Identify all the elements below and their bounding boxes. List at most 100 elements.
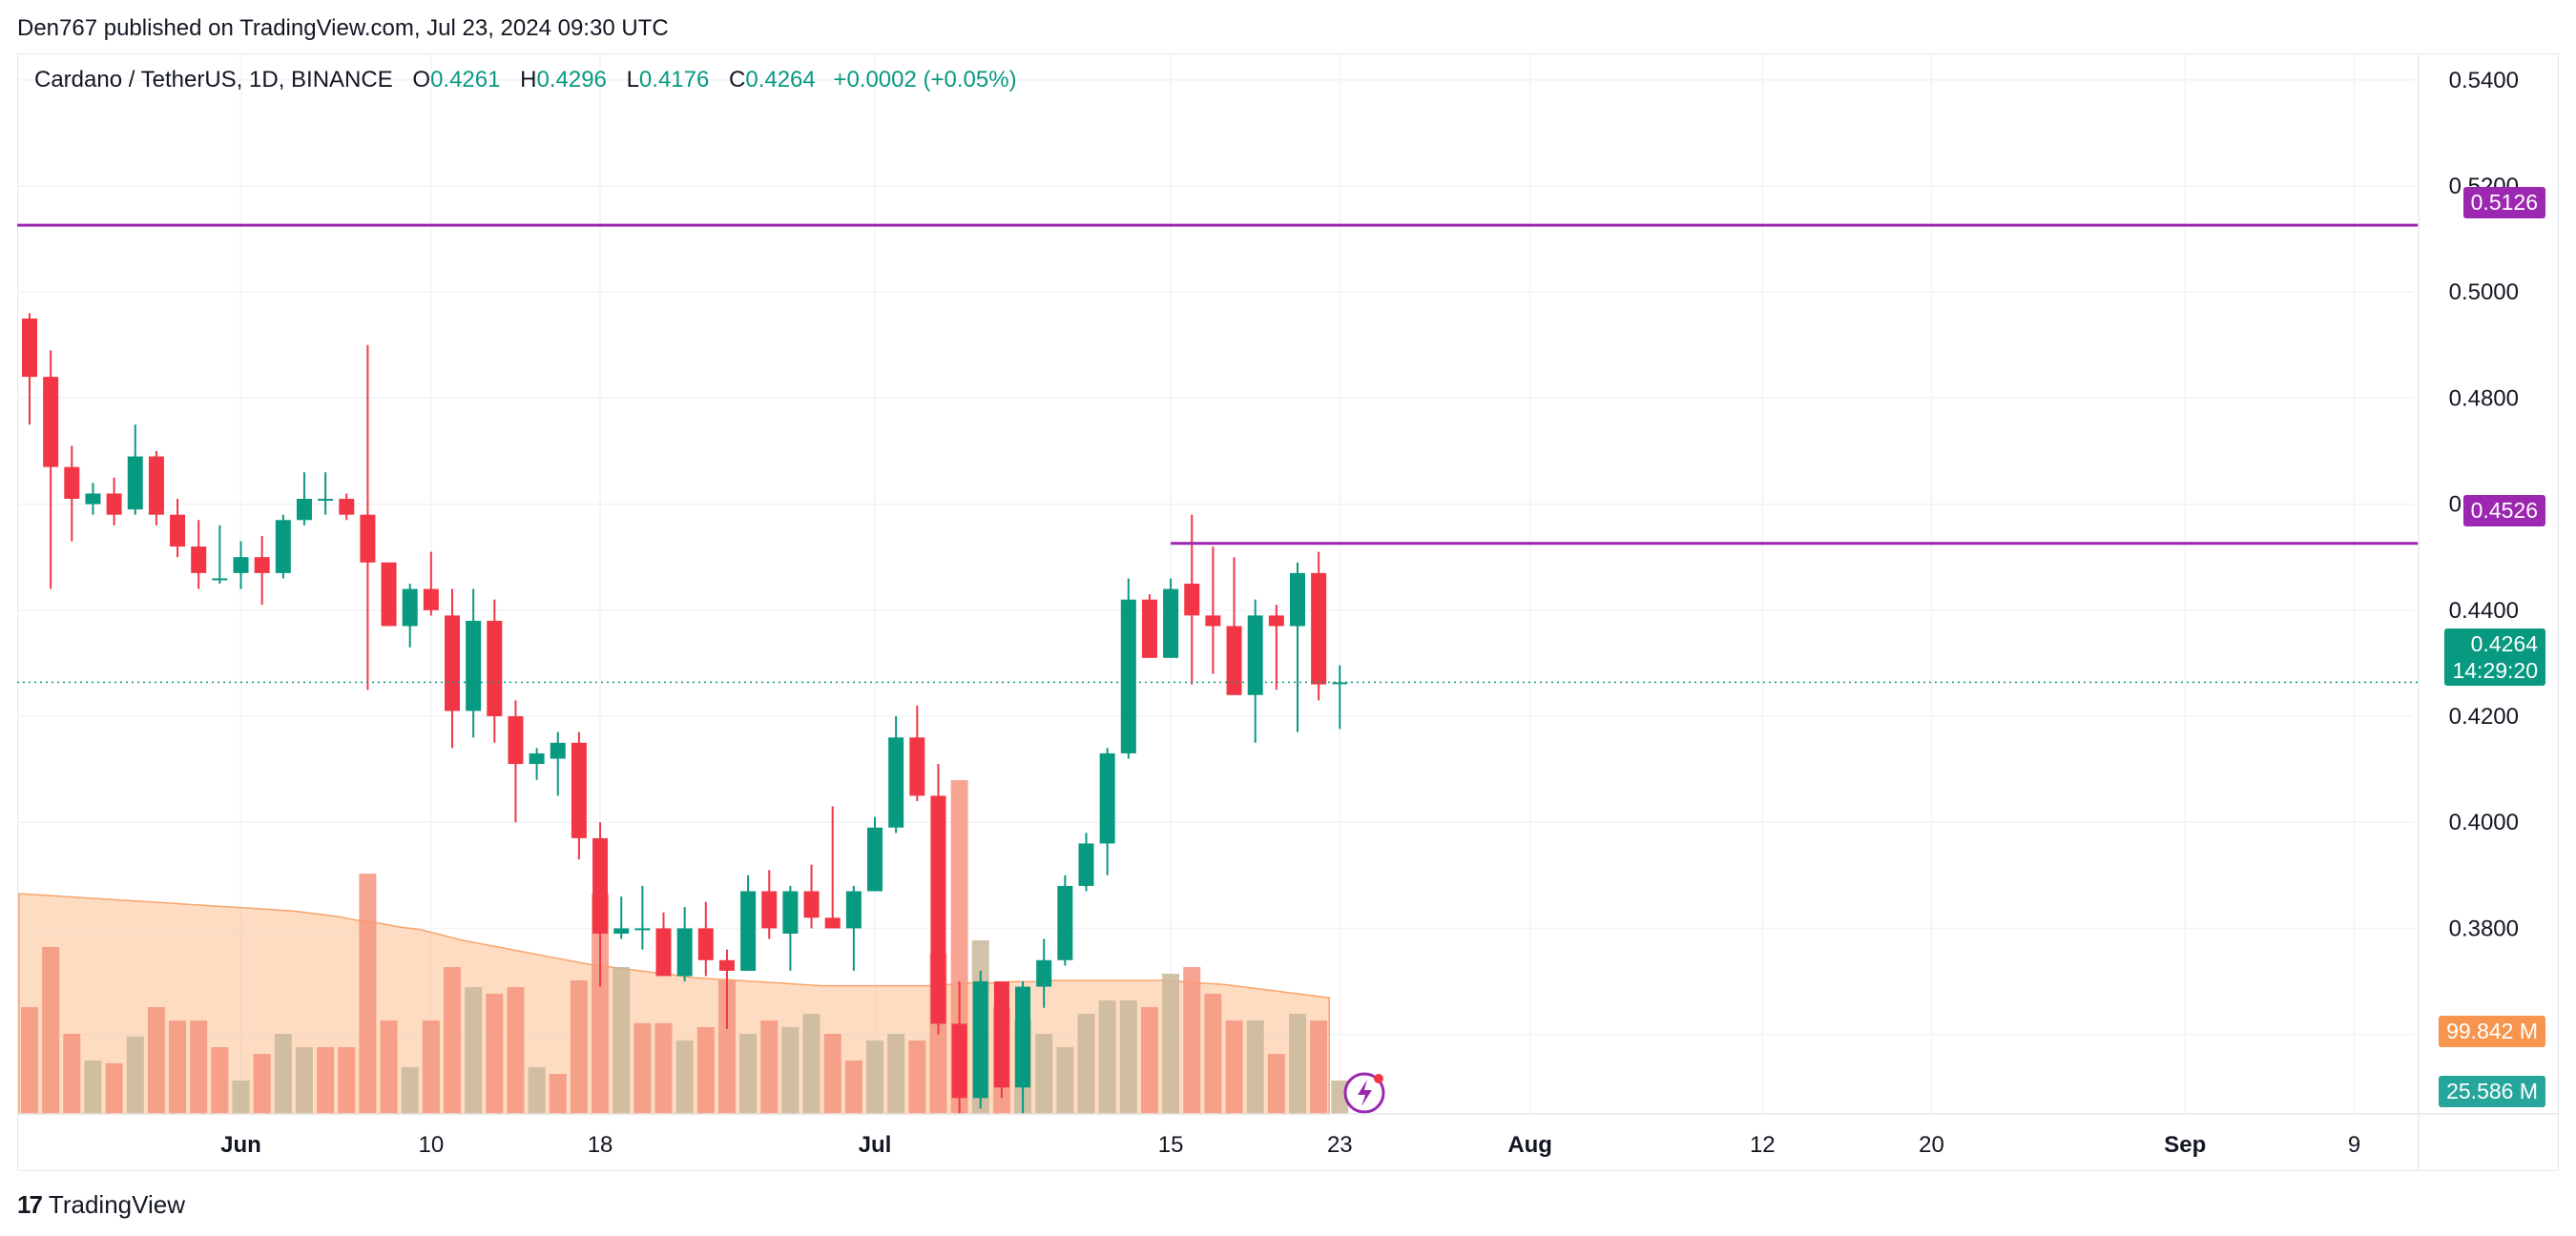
publisher-header: Den767 published on TradingView.com, Jul… xyxy=(17,15,669,41)
candle-body xyxy=(254,557,270,573)
volume-bar xyxy=(613,967,631,1114)
low-value: 0.4176 xyxy=(638,67,710,93)
y-tick-label: 0.5400 xyxy=(2449,68,2519,93)
candle xyxy=(43,350,59,589)
candle xyxy=(1268,605,1284,690)
candle xyxy=(529,748,545,780)
candle xyxy=(1036,938,1052,1008)
notification-dot xyxy=(1374,1074,1383,1083)
candle xyxy=(718,949,735,1030)
volume-bar xyxy=(84,1061,102,1114)
volume-bar xyxy=(1056,1047,1074,1114)
volume-bar xyxy=(1140,1007,1158,1114)
footer-brand[interactable]: 17 TradingView xyxy=(17,1190,185,1220)
candle xyxy=(64,445,80,542)
candle-body xyxy=(148,456,164,515)
candle-body xyxy=(550,742,566,759)
candle-body xyxy=(445,615,460,711)
grid xyxy=(17,53,2414,1114)
volume-bar xyxy=(486,994,504,1114)
brand-name: TradingView xyxy=(48,1190,185,1219)
candle-body xyxy=(22,319,37,378)
candle-body xyxy=(845,891,862,929)
volume-bar xyxy=(1225,1020,1243,1114)
volume-bar xyxy=(169,1020,187,1114)
candle-body xyxy=(1141,599,1157,658)
volume-bar xyxy=(592,894,610,1114)
x-tick-label: Sep xyxy=(2164,1132,2206,1158)
candle xyxy=(930,764,946,1035)
candle xyxy=(1311,551,1327,701)
candle-body xyxy=(1332,682,1348,685)
candle-body xyxy=(296,499,312,521)
x-tick-label: 18 xyxy=(588,1132,613,1158)
symbol-label[interactable]: Cardano / TetherUS, 1D, BINANCE xyxy=(34,67,393,93)
volume-bar xyxy=(1289,1014,1306,1114)
volume-bar xyxy=(696,1027,715,1114)
candle-body xyxy=(423,588,439,610)
volume-bar xyxy=(549,1074,567,1114)
candle-body xyxy=(740,891,757,971)
y-tick-label: 0.3800 xyxy=(2449,916,2519,941)
candle xyxy=(127,424,143,515)
candle-body xyxy=(972,981,988,1099)
candle xyxy=(508,700,524,823)
lightning-icon-bolt xyxy=(1358,1080,1372,1106)
volume-bar xyxy=(295,1047,313,1114)
candle-body xyxy=(930,795,946,1024)
candle-body xyxy=(1078,843,1094,886)
last-price-value: 0.4264 xyxy=(2470,631,2538,656)
candle xyxy=(170,499,186,558)
candle-body xyxy=(1290,572,1305,627)
candle xyxy=(888,716,904,834)
candle-body xyxy=(85,493,101,505)
candle-body xyxy=(888,737,904,828)
candle-body xyxy=(64,466,80,500)
candle xyxy=(867,816,883,892)
volume-bar xyxy=(528,1067,546,1114)
volume-bar xyxy=(1098,1000,1116,1114)
candle xyxy=(803,864,820,929)
levels-layer xyxy=(17,223,2419,1114)
y-tick-label: 0.4200 xyxy=(2449,704,2519,730)
volume-bar xyxy=(21,1007,38,1114)
volume-bar xyxy=(1331,1081,1349,1114)
volume-bar xyxy=(1183,967,1201,1114)
volume-bar xyxy=(359,874,377,1114)
candle-body xyxy=(1120,599,1136,753)
candle xyxy=(1163,578,1179,658)
volume-bar xyxy=(887,1034,905,1114)
candle xyxy=(1057,875,1073,966)
candle-body xyxy=(275,520,291,573)
candle xyxy=(85,483,101,515)
open-value: 0.4261 xyxy=(430,67,501,93)
candle-body xyxy=(1268,615,1284,627)
x-tick-label: 10 xyxy=(418,1132,444,1158)
y-tick-label: 0.4000 xyxy=(2449,810,2519,835)
candle-body xyxy=(106,493,122,515)
candle-body xyxy=(487,620,503,716)
volume-bar xyxy=(675,1040,694,1114)
candle xyxy=(1332,665,1348,730)
volume-bar xyxy=(444,967,461,1114)
candle-body xyxy=(867,827,883,892)
volume-bar xyxy=(507,987,525,1114)
candle-body xyxy=(402,588,418,627)
candle xyxy=(1247,599,1263,743)
candle-body xyxy=(1057,885,1073,960)
candle xyxy=(782,885,799,971)
volume-bar xyxy=(1267,1054,1285,1114)
candle-body xyxy=(993,981,1009,1088)
candle-body xyxy=(170,514,186,547)
candle-body xyxy=(1036,959,1052,987)
candle xyxy=(318,472,334,515)
x-tick-label: 20 xyxy=(1919,1132,1944,1158)
candle-body xyxy=(1015,986,1031,1088)
high-label: H xyxy=(520,67,537,93)
candle-body xyxy=(529,752,545,765)
volume-bar xyxy=(422,1020,440,1114)
candle-body xyxy=(381,562,397,627)
candle-body xyxy=(339,499,355,515)
volume-ma-badge: 99.842 M xyxy=(2439,1016,2545,1047)
